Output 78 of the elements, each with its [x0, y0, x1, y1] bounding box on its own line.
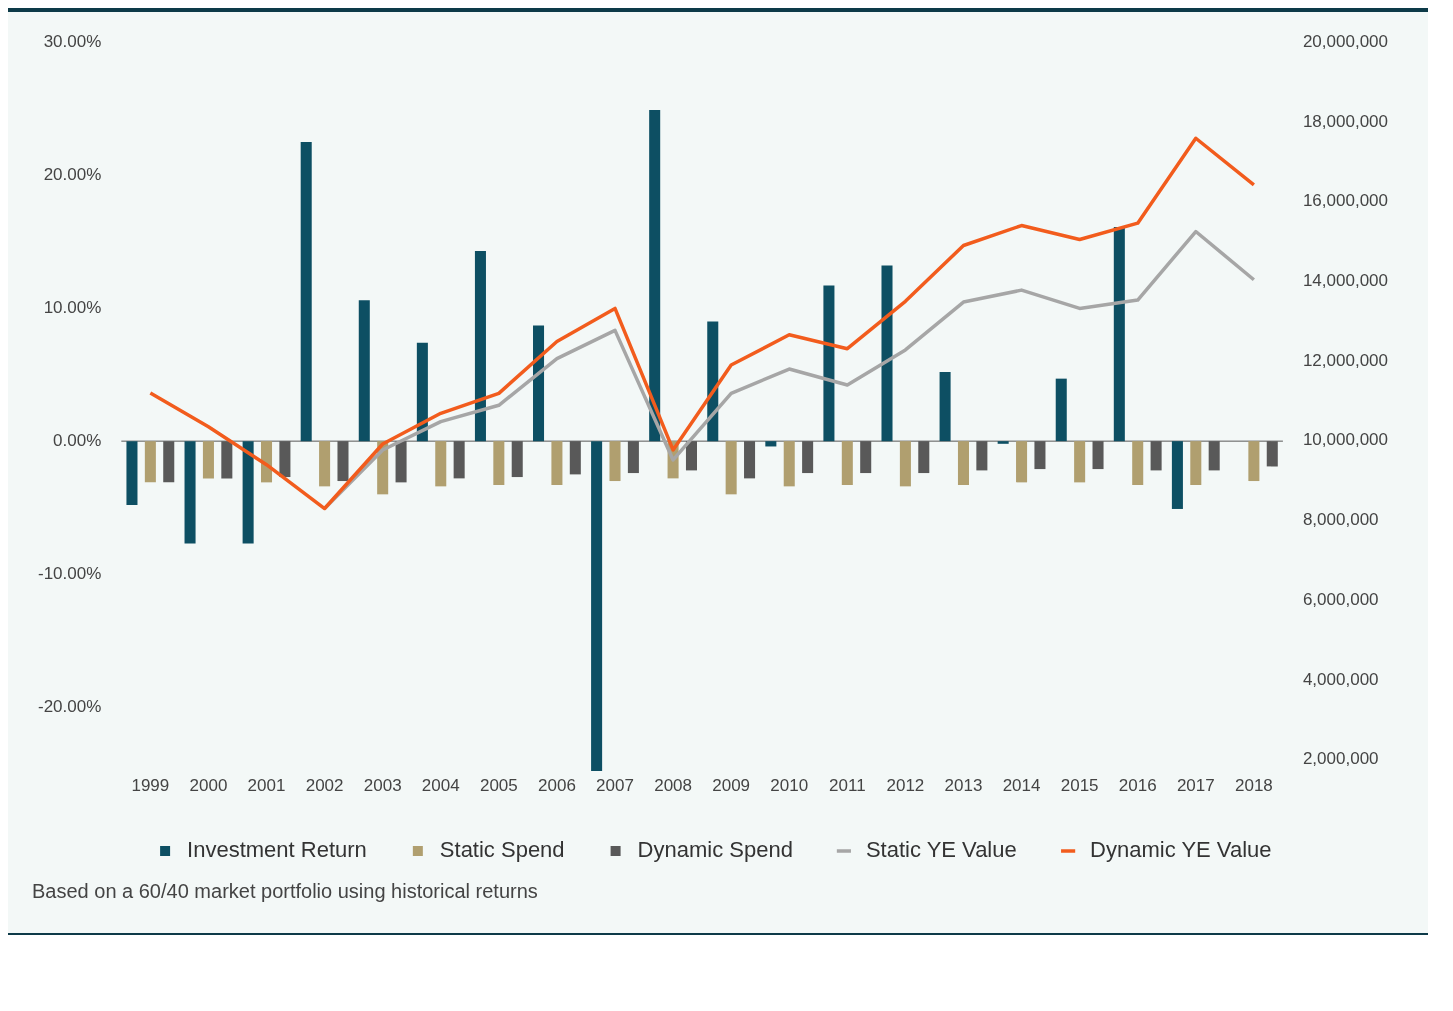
x-tick-label: 2005 [479, 776, 518, 796]
bar [493, 441, 505, 486]
bar [1113, 227, 1125, 442]
y2-tick-label: 18,000,000 [1302, 111, 1389, 131]
x-tick-label: 2002 [305, 776, 344, 796]
x-tick-label: 2007 [596, 776, 634, 796]
x-tick-label: 2016 [1118, 776, 1157, 796]
bar [707, 321, 719, 442]
bar [609, 441, 621, 482]
bar [416, 342, 428, 442]
x-tick-label: 2006 [538, 776, 576, 796]
x-tick-label: 2008 [654, 776, 692, 796]
x-tick-label: 2017 [1176, 776, 1215, 796]
x-tick-label: 2004 [421, 776, 460, 796]
bar [939, 372, 951, 442]
y2-tick-label: 8,000,000 [1302, 510, 1379, 530]
bar [649, 110, 661, 442]
x-tick-label: 2012 [886, 776, 925, 796]
x-tick-label: 2000 [189, 776, 228, 796]
y-tick-label: 20.00% [43, 164, 102, 184]
bar [899, 441, 911, 487]
bar [1171, 441, 1183, 509]
legend-label: Dynamic Spend [637, 837, 793, 863]
bar [1055, 378, 1067, 442]
bar [144, 441, 156, 483]
x-tick-label: 1999 [131, 776, 170, 796]
y2-tick-label: 20,000,000 [1302, 31, 1389, 51]
bar [126, 441, 138, 505]
y2-tick-label: 2,000,000 [1302, 749, 1379, 769]
bar [1016, 441, 1028, 483]
legend-label: Static YE Value [865, 837, 1017, 863]
legend-label: Static Spend [439, 837, 565, 863]
x-tick-label: 2013 [944, 776, 983, 796]
y-tick-label: 10.00% [43, 297, 102, 317]
bar [202, 441, 214, 479]
bar [725, 441, 737, 495]
y2-tick-label: 14,000,000 [1302, 271, 1389, 291]
x-tick-label: 2015 [1060, 776, 1099, 796]
x-tick-label: 2011 [829, 776, 866, 796]
x-tick-label: 2009 [712, 776, 751, 796]
text: Based on a 60/40 market portfolio using historical returns [31, 879, 539, 904]
x-tick-label: 2018 [1234, 776, 1273, 796]
x-tick-label: 2014 [1002, 776, 1041, 796]
bar [533, 325, 545, 442]
bar [997, 441, 1009, 444]
bar [184, 441, 196, 544]
bar [358, 300, 370, 442]
bar [841, 441, 853, 486]
bar [1190, 441, 1202, 486]
y2-tick-label: 10,000,000 [1302, 430, 1389, 450]
bar [783, 441, 795, 487]
y-tick-label: -10.00% [37, 563, 102, 583]
y-tick-label: 30.00% [43, 31, 102, 51]
bar [957, 441, 969, 486]
bar [300, 141, 312, 442]
bar [881, 265, 893, 442]
y2-tick-label: 16,000,000 [1302, 191, 1389, 211]
x-tick-label: 2001 [247, 776, 286, 796]
x-tick-label: 2010 [770, 776, 809, 796]
y-tick-label: -20.00% [37, 696, 102, 716]
y2-tick-label: 4,000,000 [1302, 669, 1379, 689]
bar [1248, 441, 1260, 482]
bar [435, 441, 447, 487]
bar [1132, 441, 1144, 486]
bar [319, 441, 331, 487]
bar [551, 441, 563, 486]
y2-tick-label: 6,000,000 [1302, 589, 1379, 609]
legend-label: Investment Return [187, 837, 367, 863]
bar [765, 441, 777, 447]
bar [474, 250, 486, 442]
legend-label: Dynamic YE Value [1090, 837, 1272, 863]
bar [591, 441, 603, 771]
x-tick-label: 2003 [363, 776, 402, 796]
bar [242, 441, 254, 544]
bar [823, 285, 835, 442]
y2-tick-label: 12,000,000 [1302, 350, 1389, 370]
y-tick-label: 0.00% [53, 430, 102, 450]
bar [1074, 441, 1086, 483]
